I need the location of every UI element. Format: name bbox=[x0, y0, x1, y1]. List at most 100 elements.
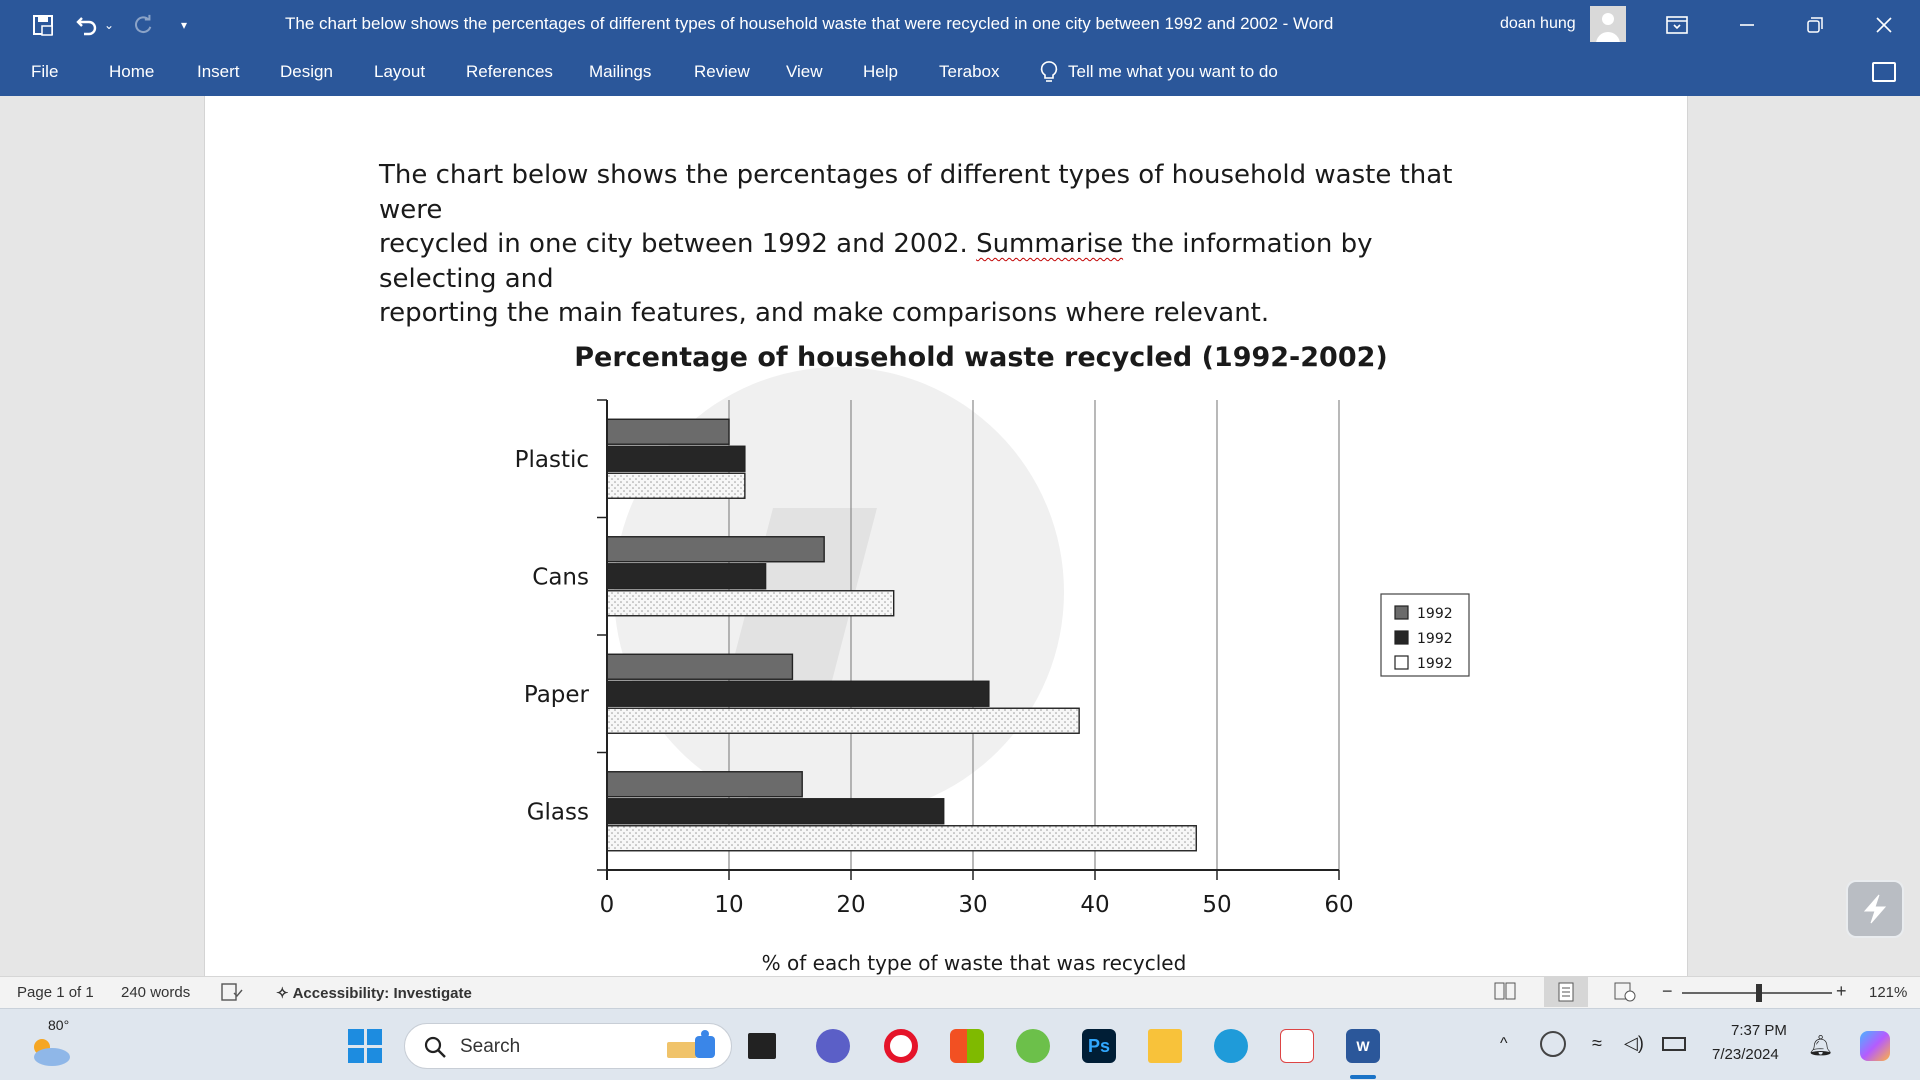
x-tick-label: 60 bbox=[1324, 892, 1353, 918]
pinned-app-icon[interactable] bbox=[1280, 1029, 1314, 1063]
spelling-flag[interactable]: Summarise bbox=[976, 229, 1124, 259]
category-label: Glass bbox=[527, 799, 589, 825]
battery-icon[interactable] bbox=[1662, 1037, 1686, 1051]
copilot-icon[interactable] bbox=[1860, 1031, 1890, 1061]
x-tick-label: 40 bbox=[1080, 892, 1109, 918]
read-mode-icon[interactable] bbox=[1494, 982, 1516, 1004]
user-name[interactable]: doan hung bbox=[1500, 15, 1576, 32]
wifi-icon[interactable]: ≈ bbox=[1592, 1033, 1602, 1053]
print-layout-icon[interactable] bbox=[1544, 977, 1588, 1007]
legend-swatch bbox=[1394, 655, 1409, 670]
edge-icon[interactable] bbox=[1214, 1029, 1248, 1063]
customize-toolbar-icon[interactable]: ▾ bbox=[180, 18, 188, 32]
taskbar-search-label: Search bbox=[460, 1036, 521, 1057]
legend-label: 1992 bbox=[1417, 631, 1453, 647]
greenshot-icon[interactable] bbox=[1016, 1029, 1050, 1063]
tab-references[interactable]: References bbox=[466, 62, 553, 81]
bar-glass-2 bbox=[606, 798, 945, 825]
word-taskbar-icon[interactable]: W bbox=[1346, 1029, 1380, 1063]
sidebar-tool-icon[interactable] bbox=[1846, 880, 1904, 938]
accessibility-icon: ✧ bbox=[276, 985, 289, 1002]
tell-me-label: Tell me what you want to do bbox=[1068, 62, 1278, 81]
redo-icon[interactable] bbox=[128, 12, 158, 38]
tab-insert[interactable]: Insert bbox=[197, 62, 240, 81]
zoom-out-icon[interactable]: − bbox=[1662, 981, 1673, 1001]
bar-glass-1 bbox=[606, 771, 803, 798]
start-icon[interactable] bbox=[348, 1029, 382, 1063]
opera-icon[interactable] bbox=[884, 1029, 918, 1063]
bar-paper-3 bbox=[606, 707, 1080, 734]
tab-mailings[interactable]: Mailings bbox=[589, 62, 652, 81]
taskbar-search[interactable]: Search bbox=[404, 1023, 732, 1069]
clock-time[interactable]: 7:37 PM bbox=[1731, 1022, 1787, 1039]
proofing-icon[interactable] bbox=[220, 981, 244, 1007]
show-hidden-icons[interactable]: ^ bbox=[1500, 1035, 1508, 1052]
tab-layout[interactable]: Layout bbox=[374, 62, 426, 81]
tell-me-search[interactable]: Tell me what you want to do bbox=[1040, 60, 1278, 84]
document-area: The chart below shows the percentages of… bbox=[0, 96, 1920, 976]
status-bar: Page 1 of 1 240 words ✧ Accessibility: I… bbox=[0, 976, 1920, 1008]
ribbon-tabs: File Home Insert Design Layout Reference… bbox=[0, 50, 1920, 96]
web-layout-icon[interactable] bbox=[1614, 982, 1636, 1006]
tab-view[interactable]: View bbox=[786, 62, 823, 81]
tab-home[interactable]: Home bbox=[109, 62, 155, 81]
bar-cans-1 bbox=[606, 536, 825, 563]
category-label: Plastic bbox=[515, 447, 589, 473]
weather-temp: 80° bbox=[48, 1017, 70, 1033]
prompt-paragraph[interactable]: The chart below shows the percentages of… bbox=[379, 158, 1459, 331]
tab-help[interactable]: Help bbox=[863, 62, 898, 81]
legend-swatch bbox=[1394, 605, 1409, 620]
sync-icon[interactable] bbox=[1540, 1031, 1566, 1057]
close-icon[interactable] bbox=[1864, 8, 1904, 42]
zoom-level[interactable]: 121% bbox=[1869, 984, 1908, 1001]
prompt-line-3: reporting the main features, and make co… bbox=[379, 298, 1270, 328]
search-icon bbox=[424, 1036, 446, 1058]
undo-icon[interactable] bbox=[72, 12, 102, 38]
accessibility-status[interactable]: ✧ Accessibility: Investigate bbox=[276, 984, 472, 1003]
legend-label: 1992 bbox=[1417, 656, 1453, 672]
x-tick-label: 20 bbox=[836, 892, 865, 918]
page-count[interactable]: Page 1 of 1 bbox=[17, 984, 94, 1001]
weather-widget[interactable]: 80° bbox=[28, 1017, 78, 1067]
search-highlight-icon bbox=[667, 1030, 715, 1058]
volume-icon[interactable]: ◁) bbox=[1624, 1033, 1644, 1053]
notification-bell-icon[interactable]: 🔔︎ bbox=[1808, 1035, 1834, 1057]
bar-cans-3 bbox=[606, 590, 895, 617]
zoom-slider-thumb[interactable] bbox=[1756, 984, 1762, 1002]
bar-plastic-3 bbox=[606, 472, 746, 499]
category-label: Paper bbox=[524, 682, 590, 708]
x-tick-label: 30 bbox=[958, 892, 987, 918]
undo-dropdown-icon[interactable]: ⌄ bbox=[103, 18, 115, 32]
document-page[interactable]: The chart below shows the percentages of… bbox=[204, 96, 1688, 976]
bar-plastic-2 bbox=[606, 445, 746, 472]
comments-icon[interactable] bbox=[1872, 62, 1896, 82]
minimize-icon[interactable] bbox=[1727, 8, 1767, 42]
tab-review[interactable]: Review bbox=[694, 62, 750, 81]
task-view-icon[interactable] bbox=[748, 1033, 776, 1059]
file-explorer-icon[interactable] bbox=[1148, 1029, 1182, 1063]
clock-date[interactable]: 7/23/2024 bbox=[1712, 1046, 1779, 1063]
bar-paper-1 bbox=[606, 653, 794, 680]
word-active-indicator bbox=[1350, 1075, 1376, 1079]
restore-icon[interactable] bbox=[1795, 8, 1835, 42]
save-icon[interactable] bbox=[28, 12, 58, 38]
recycling-chart[interactable]: Percentage of household waste recycled (… bbox=[205, 96, 1689, 976]
x-axis-label: % of each type of waste that was recycle… bbox=[762, 951, 1187, 975]
legend-swatch bbox=[1394, 630, 1409, 645]
avatar[interactable] bbox=[1590, 6, 1626, 42]
legend-label: 1992 bbox=[1417, 606, 1453, 622]
ribbon-display-options-icon[interactable] bbox=[1657, 8, 1697, 42]
cloud-sun-icon bbox=[34, 1039, 70, 1066]
x-tick-label: 50 bbox=[1202, 892, 1231, 918]
photoshop-icon[interactable]: Ps bbox=[1082, 1029, 1116, 1063]
tab-terabox[interactable]: Terabox bbox=[939, 62, 1000, 81]
teams-icon[interactable] bbox=[816, 1029, 850, 1063]
word-count[interactable]: 240 words bbox=[121, 984, 191, 1001]
category-label: Cans bbox=[532, 564, 589, 590]
zoom-in-icon[interactable]: + bbox=[1836, 981, 1847, 1001]
bar-glass-3 bbox=[606, 825, 1197, 852]
microsoft-store-icon[interactable] bbox=[950, 1029, 984, 1063]
tab-file[interactable]: File bbox=[31, 62, 59, 81]
document-title: The chart below shows the percentages of… bbox=[285, 14, 1334, 33]
tab-design[interactable]: Design bbox=[280, 62, 333, 81]
